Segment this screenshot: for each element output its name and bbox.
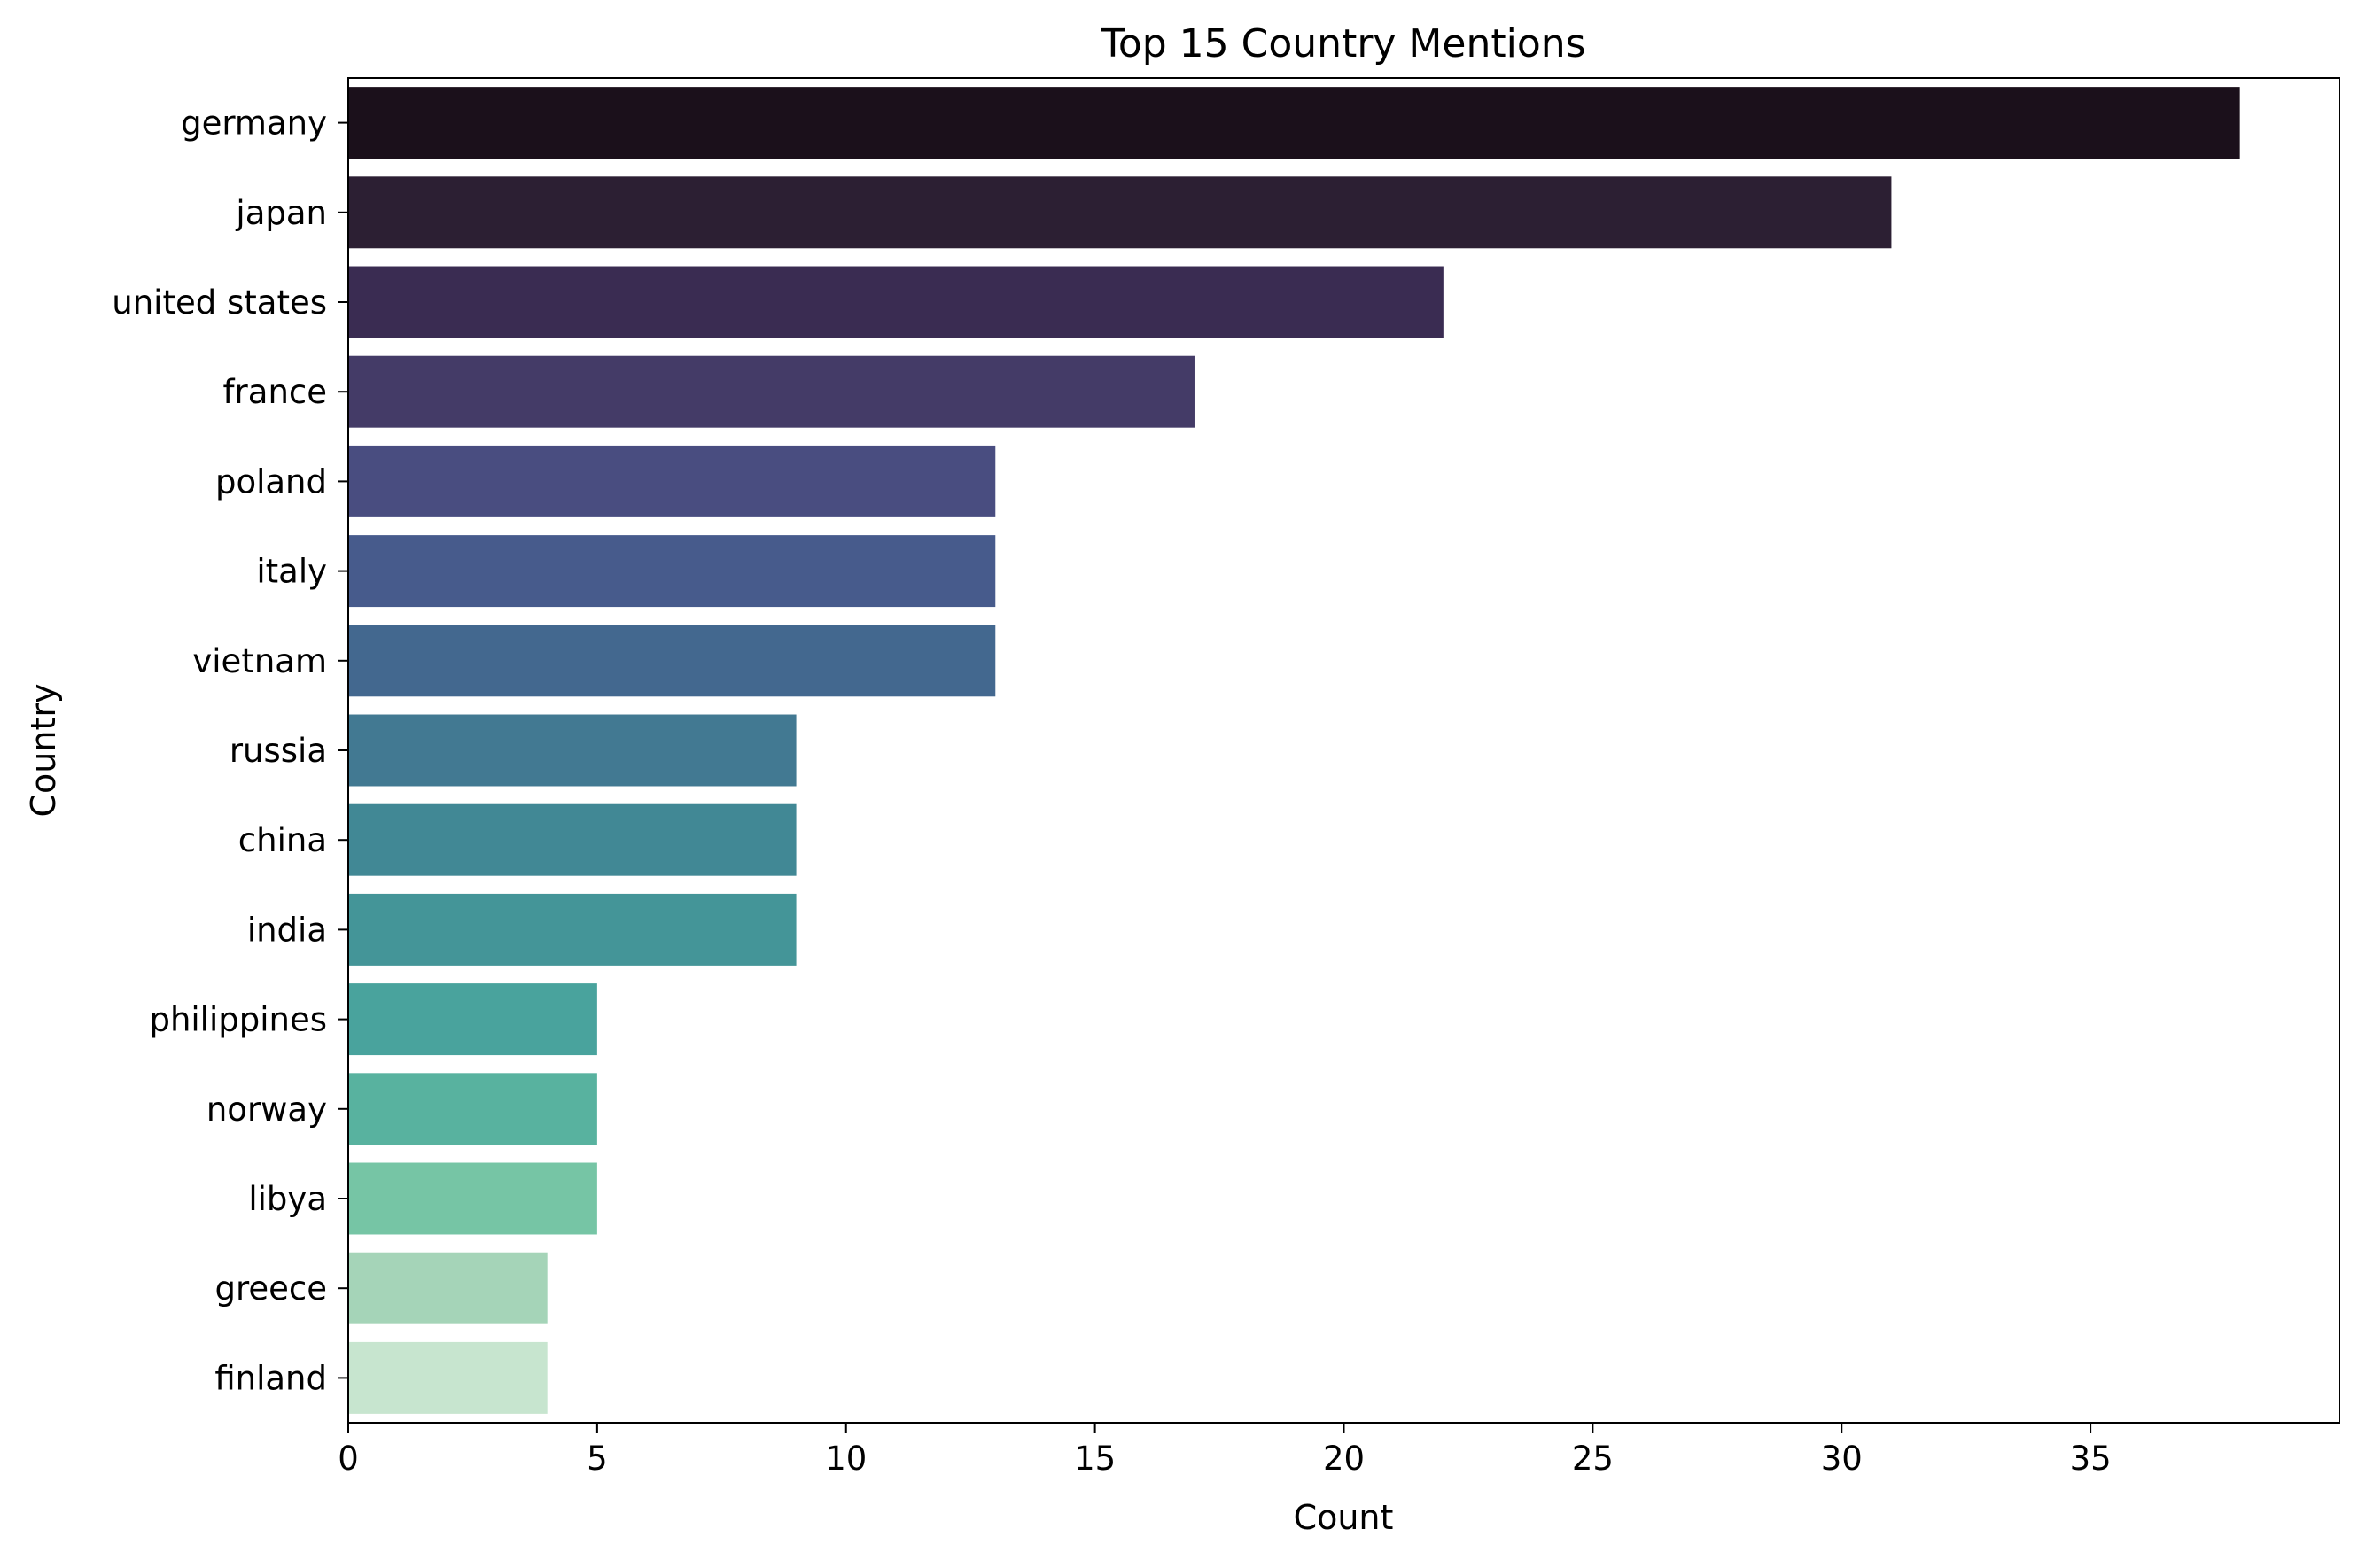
y-tick-label: greece [214, 1269, 327, 1308]
bar-japan [348, 176, 1892, 249]
plot-frame [347, 77, 2340, 1424]
chart-title: Top 15 Country Mentions [1100, 21, 1585, 66]
x-tick-label: 15 [1074, 1440, 1116, 1478]
bar-united-states [348, 266, 1444, 338]
bar-vietnam [348, 625, 996, 697]
x-tick-label: 30 [1821, 1440, 1863, 1478]
bar-india [348, 893, 797, 966]
y-tick-label: poland [215, 462, 327, 501]
y-ticks-group: germany japan united states france poland ita… [112, 105, 348, 1397]
x-ticks-group: 0 5 10 15 20 25 30 35 [338, 1423, 2112, 1478]
y-tick-label: china [238, 821, 327, 859]
bar-italy [348, 535, 996, 608]
bar-france [348, 355, 1195, 428]
bar-poland [348, 445, 996, 517]
bars-group [348, 87, 2240, 1414]
x-tick-label: 35 [2070, 1440, 2112, 1478]
x-tick-label: 20 [1323, 1440, 1365, 1478]
y-tick-label: philippines [149, 1001, 327, 1039]
y-tick-label: norway [206, 1091, 327, 1129]
bar-greece [348, 1252, 548, 1324]
y-tick-label: italy [256, 553, 327, 591]
bar-libya [348, 1162, 597, 1235]
y-axis-label: Country [24, 684, 63, 818]
y-tick-label: russia [230, 732, 327, 770]
x-tick-label: 5 [587, 1440, 608, 1478]
x-tick-label: 25 [1572, 1440, 1614, 1478]
bar-germany [348, 87, 2240, 159]
x-tick-label: 10 [825, 1440, 867, 1478]
bar-finland [348, 1341, 548, 1414]
y-tick-label: india [247, 911, 327, 949]
bar-russia [348, 714, 797, 787]
bar-norway [348, 1073, 597, 1145]
bar-china [348, 803, 797, 876]
bar-philippines [348, 983, 597, 1056]
y-tick-label: libya [248, 1180, 327, 1218]
y-tick-label: japan [235, 194, 327, 232]
y-tick-label: united states [112, 283, 327, 322]
y-tick-label: vietnam [192, 642, 327, 680]
x-tick-label: 0 [338, 1440, 359, 1478]
y-tick-label: france [223, 373, 327, 411]
x-axis-label: Count [1294, 1498, 1394, 1537]
y-tick-label: finland [214, 1359, 327, 1397]
y-tick-label: germany [181, 105, 327, 143]
